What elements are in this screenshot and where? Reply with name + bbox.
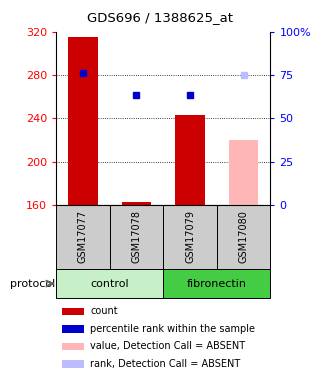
Text: GSM17079: GSM17079 — [185, 210, 195, 263]
Bar — [68, 37, 98, 205]
Text: control: control — [90, 279, 129, 288]
Text: GSM17077: GSM17077 — [78, 210, 88, 263]
Bar — [62, 360, 84, 368]
Text: rank, Detection Call = ABSENT: rank, Detection Call = ABSENT — [90, 359, 241, 369]
Bar — [163, 269, 270, 298]
Text: value, Detection Call = ABSENT: value, Detection Call = ABSENT — [90, 342, 245, 351]
Bar — [56, 269, 163, 298]
Bar — [217, 205, 270, 269]
Bar — [122, 202, 151, 205]
Text: count: count — [90, 306, 118, 316]
Text: GSM17080: GSM17080 — [239, 210, 249, 263]
Bar — [163, 205, 217, 269]
Bar — [109, 205, 163, 269]
Text: fibronectin: fibronectin — [187, 279, 247, 288]
Text: percentile rank within the sample: percentile rank within the sample — [90, 324, 255, 334]
Bar — [56, 205, 109, 269]
Bar — [62, 308, 84, 315]
Bar — [62, 326, 84, 333]
Text: GSM17078: GSM17078 — [132, 210, 141, 263]
Bar — [62, 343, 84, 350]
Bar — [175, 115, 205, 205]
Text: protocol: protocol — [10, 279, 55, 288]
Bar — [229, 140, 258, 205]
Text: GDS696 / 1388625_at: GDS696 / 1388625_at — [87, 11, 233, 24]
